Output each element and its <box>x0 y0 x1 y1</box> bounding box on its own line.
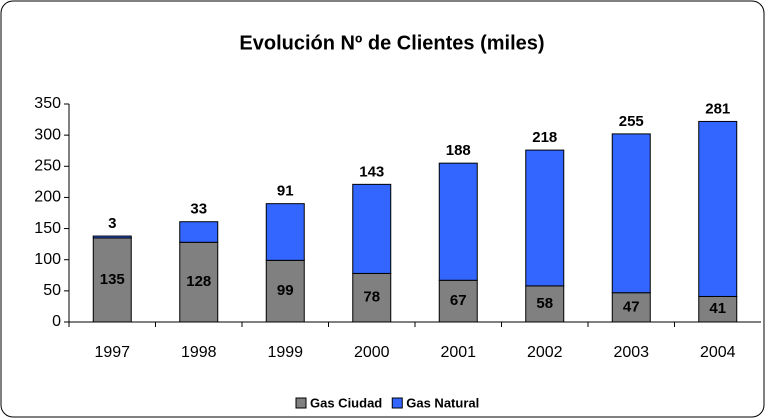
bar-segment <box>698 120 738 297</box>
bar-segment <box>438 279 478 323</box>
data-label: 3 <box>108 215 116 232</box>
data-label: 33 <box>190 201 207 218</box>
bar-segment <box>92 235 132 239</box>
bar-segment <box>265 259 305 323</box>
x-tick-label: 1998 <box>181 344 217 361</box>
x-tick-label: 1997 <box>94 344 130 361</box>
bar-segment <box>265 203 305 261</box>
data-label: 78 <box>363 289 380 306</box>
bar-segment <box>611 133 651 294</box>
x-tick-label: 2002 <box>527 344 563 361</box>
data-label: 99 <box>277 282 294 299</box>
x-tick-label: 2003 <box>613 344 649 361</box>
data-label: 281 <box>705 100 730 117</box>
data-label: 128 <box>186 273 211 290</box>
legend-swatch <box>391 397 403 409</box>
data-label: 47 <box>623 298 640 315</box>
bar-segment <box>179 221 219 243</box>
bar-segment <box>179 241 219 323</box>
x-tick-label: 2001 <box>440 344 476 361</box>
data-label: 255 <box>619 113 644 130</box>
bar-segment <box>611 292 651 323</box>
y-tick-label: 150 <box>34 220 61 237</box>
x-tick-label: 1999 <box>267 344 303 361</box>
y-tick-label: 200 <box>34 189 61 206</box>
bar-segment <box>698 295 738 323</box>
bar-segment <box>92 237 132 323</box>
y-tick-label: 50 <box>43 282 61 299</box>
data-label: 218 <box>532 129 557 146</box>
legend-swatch <box>295 397 307 409</box>
x-tick-label: 2004 <box>700 344 736 361</box>
legend-label: Gas Ciudad <box>310 395 382 410</box>
bar-segment <box>525 149 565 287</box>
data-label: 58 <box>536 295 553 312</box>
y-tick-label: 250 <box>34 158 61 175</box>
y-tick-label: 300 <box>34 126 61 143</box>
data-label: 91 <box>277 183 294 200</box>
bar-segment <box>438 162 478 281</box>
data-label: 143 <box>359 163 384 180</box>
x-tick-label: 2000 <box>354 344 390 361</box>
y-tick-label: 350 <box>34 95 61 112</box>
data-label: 67 <box>450 292 467 309</box>
y-tick-label: 0 <box>52 313 61 330</box>
bar-segment <box>352 272 392 323</box>
data-label: 41 <box>709 300 726 317</box>
y-tick-label: 100 <box>34 251 61 268</box>
bar-segment <box>352 183 392 274</box>
legend: Gas Ciudad Gas Natural <box>295 395 479 410</box>
data-label: 188 <box>446 142 471 159</box>
legend-label: Gas Natural <box>406 395 479 410</box>
data-label: 135 <box>100 271 125 288</box>
chart-title: Evolución Nº de Clientes (miles) <box>239 32 544 54</box>
